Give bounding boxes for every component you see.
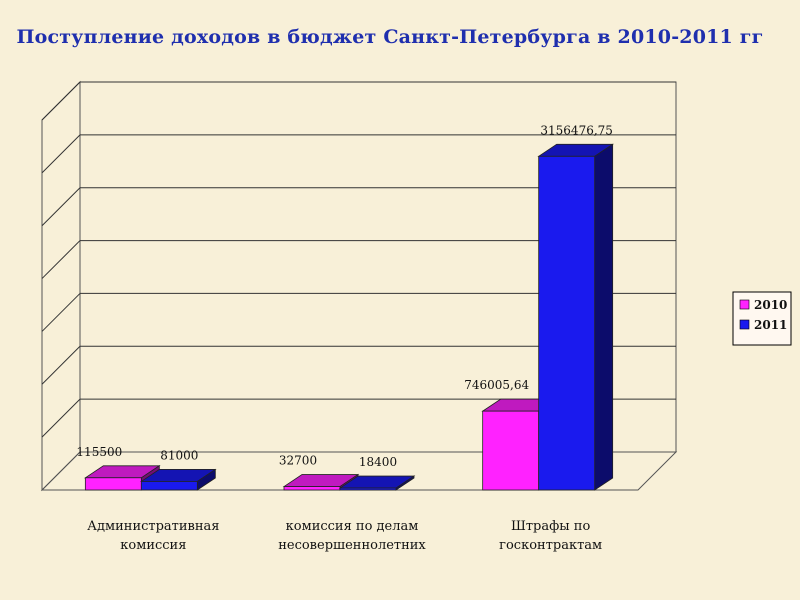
bar — [339, 487, 397, 491]
category-label: Штрафы по — [511, 519, 590, 534]
legend-label: 2010 — [754, 298, 787, 312]
legend-swatch — [739, 319, 750, 330]
gridline-side — [41, 134, 81, 174]
bar-side — [594, 143, 614, 491]
category-label: несовершеннолетних — [278, 538, 426, 553]
category-label: госконтрактам — [499, 538, 602, 553]
gridline-side — [41, 187, 81, 227]
legend-swatch — [739, 299, 750, 310]
gridline-side — [41, 293, 81, 332]
data-label: 746005,64 — [464, 378, 529, 392]
bar — [84, 477, 142, 491]
category-label: комиссия — [120, 538, 186, 553]
data-label: 3156476,75 — [540, 123, 613, 137]
bar — [283, 486, 341, 491]
category-label: комиссия по делам — [286, 519, 419, 534]
data-label: 18400 — [359, 455, 397, 469]
gridline-side — [41, 240, 81, 279]
plot-left-wall — [41, 80, 81, 492]
legend-label: 2011 — [754, 318, 787, 332]
gridline-side — [41, 345, 81, 385]
gridline-side — [41, 81, 81, 121]
data-label: 81000 — [160, 448, 198, 462]
chart-title: Поступление доходов в бюджет Санкт-Петер… — [16, 26, 764, 48]
data-label: 115500 — [76, 445, 122, 459]
category-label: Административная — [87, 519, 219, 534]
bar — [482, 410, 540, 491]
gridline-side — [41, 398, 81, 438]
bar — [140, 481, 198, 491]
bar — [538, 155, 596, 491]
data-label: 32700 — [279, 454, 317, 468]
